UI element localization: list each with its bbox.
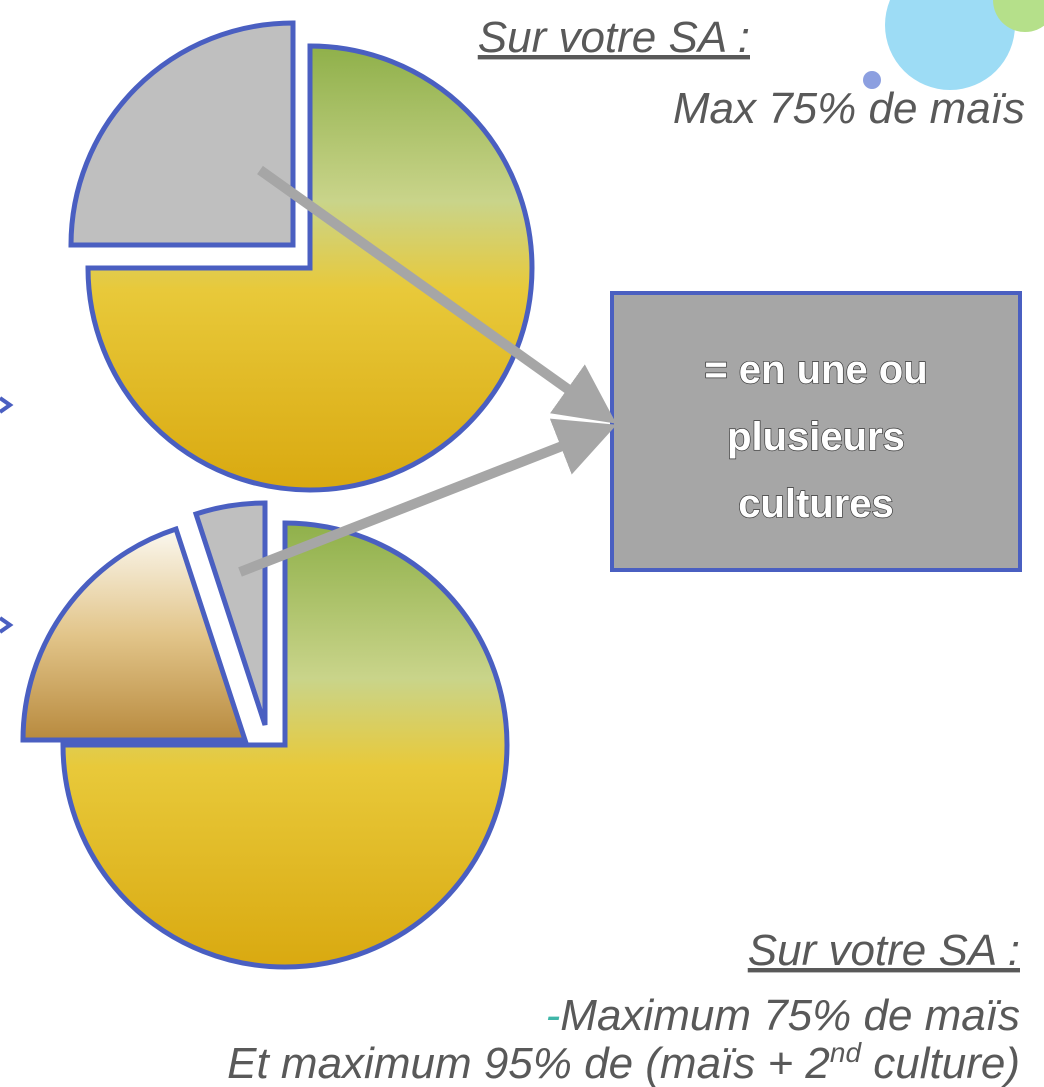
bottom-line-2: Et maximum 95% de (maïs + 2nd culture) bbox=[227, 1037, 1020, 1087]
gray-slice bbox=[71, 23, 293, 245]
superscript: nd bbox=[830, 1037, 863, 1068]
top-pie bbox=[71, 23, 532, 490]
chevron bbox=[0, 398, 10, 412]
line-text: Maximum 75% de maïs bbox=[560, 991, 1020, 1040]
line-text: Et maximum 95% de (maïs + 2 bbox=[227, 1039, 830, 1087]
line-text: culture) bbox=[861, 1039, 1020, 1087]
left-chevrons bbox=[0, 398, 10, 632]
slide: = en une ou plusieurs cultures Sur votre… bbox=[0, 0, 1044, 1087]
bottom-pie bbox=[23, 503, 507, 967]
top-line: Max 75% de maïs bbox=[673, 84, 1025, 133]
bottom-line-1: -Maximum 75% de maïs bbox=[546, 991, 1020, 1040]
box-line: = en une ou bbox=[704, 348, 927, 392]
decor-circle bbox=[885, 0, 1015, 90]
bottom-heading: Sur votre SA : bbox=[748, 926, 1020, 975]
box-line: cultures bbox=[738, 482, 894, 526]
top-heading: Sur votre SA : bbox=[478, 13, 750, 62]
chevron bbox=[0, 618, 10, 632]
decor-circles bbox=[863, 0, 1044, 90]
box-line: plusieurs bbox=[727, 415, 905, 459]
dash: - bbox=[546, 991, 561, 1040]
